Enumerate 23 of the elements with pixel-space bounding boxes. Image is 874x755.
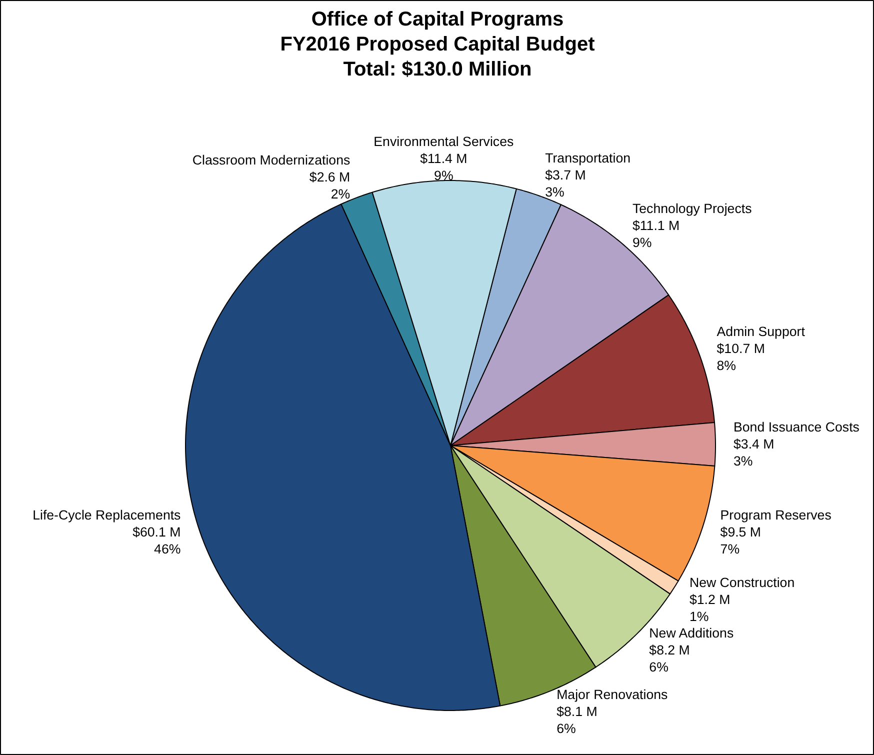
data-label: $10.7 M 8% [716, 340, 765, 373]
slice-label: New Construction [689, 574, 795, 590]
data-label: $3.7 M 3% [545, 168, 586, 200]
data-label: $2.6 M 2% [309, 170, 350, 202]
data-label: $3.4 M 3% [733, 436, 774, 469]
data-label: $9.5 M 7% [720, 524, 762, 557]
data-label: $1.2 M 1% [689, 592, 730, 624]
slice-label: Life-Cycle Replacements [32, 508, 182, 523]
chart-title: Office of Capital Programs FY2016 Proposed Capital Budget Total: $130.0 Million [280, 8, 596, 80]
slice-label: Bond Issuance Costs [733, 420, 860, 435]
slice-label: Environmental Services [374, 134, 514, 150]
data-label: $60.1 M 46% [132, 524, 181, 557]
slice-label: Admin Support [716, 324, 806, 339]
slice-label: Major Renovations [556, 687, 668, 702]
data-label: $8.2 M 6% [649, 642, 690, 674]
slice-label: Transportation [545, 150, 631, 166]
data-label: $11.1 M 9% [632, 218, 680, 250]
data-label: $11.4 M 9% [420, 151, 468, 184]
slice-label: New Additions [649, 625, 734, 640]
slice-label: Program Reserves [720, 508, 832, 523]
data-label: $8.1 M 6% [556, 704, 598, 736]
slice-label: Classroom Modernizations [192, 152, 350, 168]
slice-label: Technology Projects [632, 201, 752, 216]
